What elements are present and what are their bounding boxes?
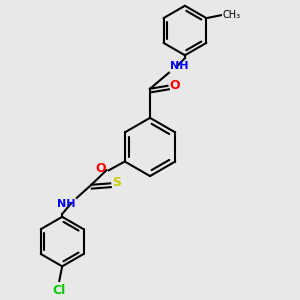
Text: O: O — [169, 79, 179, 92]
Text: CH₃: CH₃ — [222, 10, 241, 20]
Text: NH: NH — [57, 200, 75, 209]
Text: S: S — [112, 176, 121, 189]
Text: O: O — [96, 162, 106, 175]
Text: Cl: Cl — [53, 284, 66, 297]
Text: NH: NH — [169, 61, 188, 71]
